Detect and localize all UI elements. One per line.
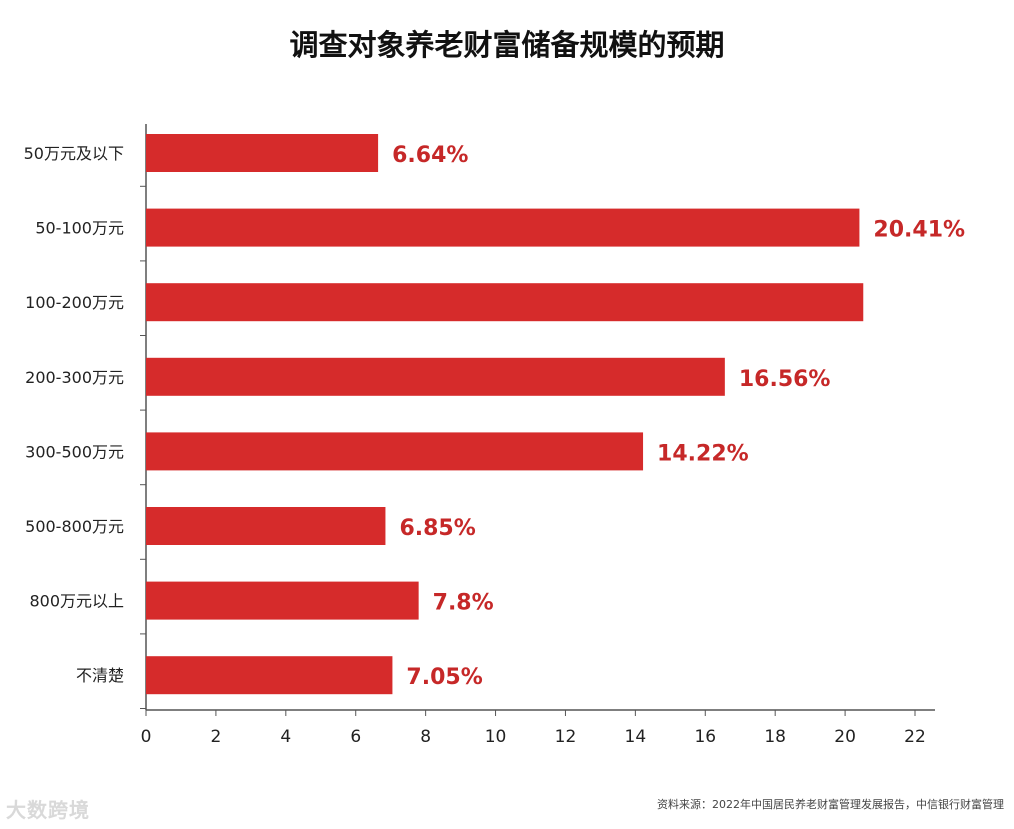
x-tick-label: 2	[210, 727, 221, 747]
x-tick-label: 0	[141, 727, 152, 747]
x-tick-label: 14	[625, 727, 647, 747]
x-tick-label: 16	[694, 727, 716, 747]
data-label: 7.8%	[433, 591, 494, 616]
x-tick-label: 22	[904, 727, 926, 747]
bar	[146, 357, 725, 396]
category-label: 300-500万元	[25, 442, 124, 461]
x-tick-label: 12	[555, 727, 577, 747]
x-tick-label: 4	[280, 727, 291, 747]
watermark-logo: 大数跨境	[6, 798, 90, 822]
bar	[146, 581, 419, 620]
data-label: 6.85%	[399, 516, 475, 541]
data-label: 20.41%	[873, 218, 965, 243]
x-tick-label: 20	[834, 727, 856, 747]
category-label: 50万元及以下	[24, 144, 124, 163]
bar	[146, 432, 644, 471]
category-label: 500-800万元	[25, 517, 124, 536]
bar	[146, 507, 386, 545]
source-note: 资料来源：2022年中国居民养老财富管理发展报告，中信银行财富管理	[657, 798, 1004, 811]
data-label: 14.22%	[657, 441, 749, 466]
bar-chart: 0 2 4 6 8 10 12 14 16 18 20 22 50万元及以下 6.64% 50-100万元 2…	[24, 124, 965, 747]
x-tick-label: 6	[350, 727, 361, 747]
category-label: 50-100万元	[35, 219, 124, 238]
x-tick-label: 10	[485, 727, 507, 747]
category-label: 100-200万元	[25, 293, 124, 312]
bar	[146, 208, 860, 247]
data-label: 6.64%	[392, 143, 468, 168]
chart-title: 调查对象养老财富储备规模的预期	[289, 28, 725, 62]
bar	[146, 283, 864, 322]
category-label: 不清楚	[76, 666, 124, 685]
x-tick-label: 8	[420, 727, 431, 747]
bar	[146, 656, 393, 695]
data-label: 7.05%	[406, 665, 482, 690]
category-label: 800万元以上	[29, 592, 124, 611]
x-tick-label: 18	[764, 727, 786, 747]
data-label: 16.56%	[739, 367, 831, 392]
bar	[146, 134, 379, 172]
category-label: 200-300万元	[25, 368, 124, 387]
